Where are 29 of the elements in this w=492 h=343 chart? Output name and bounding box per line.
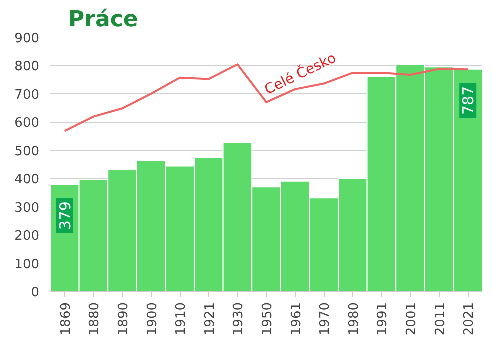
y-tick-label: 500 xyxy=(14,144,40,160)
data-label: 379 xyxy=(56,202,74,230)
y-tick-label: 600 xyxy=(14,116,40,132)
x-tick-label: 1961 xyxy=(289,302,304,336)
y-tick-label: 300 xyxy=(14,200,40,216)
text: Celé Česko xyxy=(262,50,339,98)
y-tick-label: 200 xyxy=(14,229,40,244)
y-tick-label: 800 xyxy=(14,60,40,75)
y-tick-label: 100 xyxy=(14,257,40,272)
y-tick-label: 400 xyxy=(14,172,40,188)
x-tick-label: 1970 xyxy=(318,302,334,336)
x-tick-label: 2001 xyxy=(404,302,420,336)
x-tick-label: 1980 xyxy=(346,302,362,336)
x-tick-label: 1910 xyxy=(174,302,190,336)
x-tick-label: 1930 xyxy=(232,302,247,336)
x-tick-label: 1869 xyxy=(58,302,74,336)
data-label: 787 xyxy=(460,86,478,116)
chart-title: Práce xyxy=(68,8,138,32)
x-tick-label: 1890 xyxy=(116,302,132,336)
y-tick-label: 700 xyxy=(14,88,40,103)
x-tick-label: 1880 xyxy=(88,302,103,336)
y-tick-label: 900 xyxy=(14,32,40,46)
y-tick-label: 0 xyxy=(31,286,40,300)
x-tick-label: 2021 xyxy=(462,302,478,336)
x-tick-label: 1900 xyxy=(145,302,160,336)
x-tick-label: 2011 xyxy=(433,302,448,336)
x-tick-label: 1921 xyxy=(202,302,218,336)
x-tick-label: 1991 xyxy=(376,302,391,336)
x-tick-label: 1950 xyxy=(260,302,276,336)
